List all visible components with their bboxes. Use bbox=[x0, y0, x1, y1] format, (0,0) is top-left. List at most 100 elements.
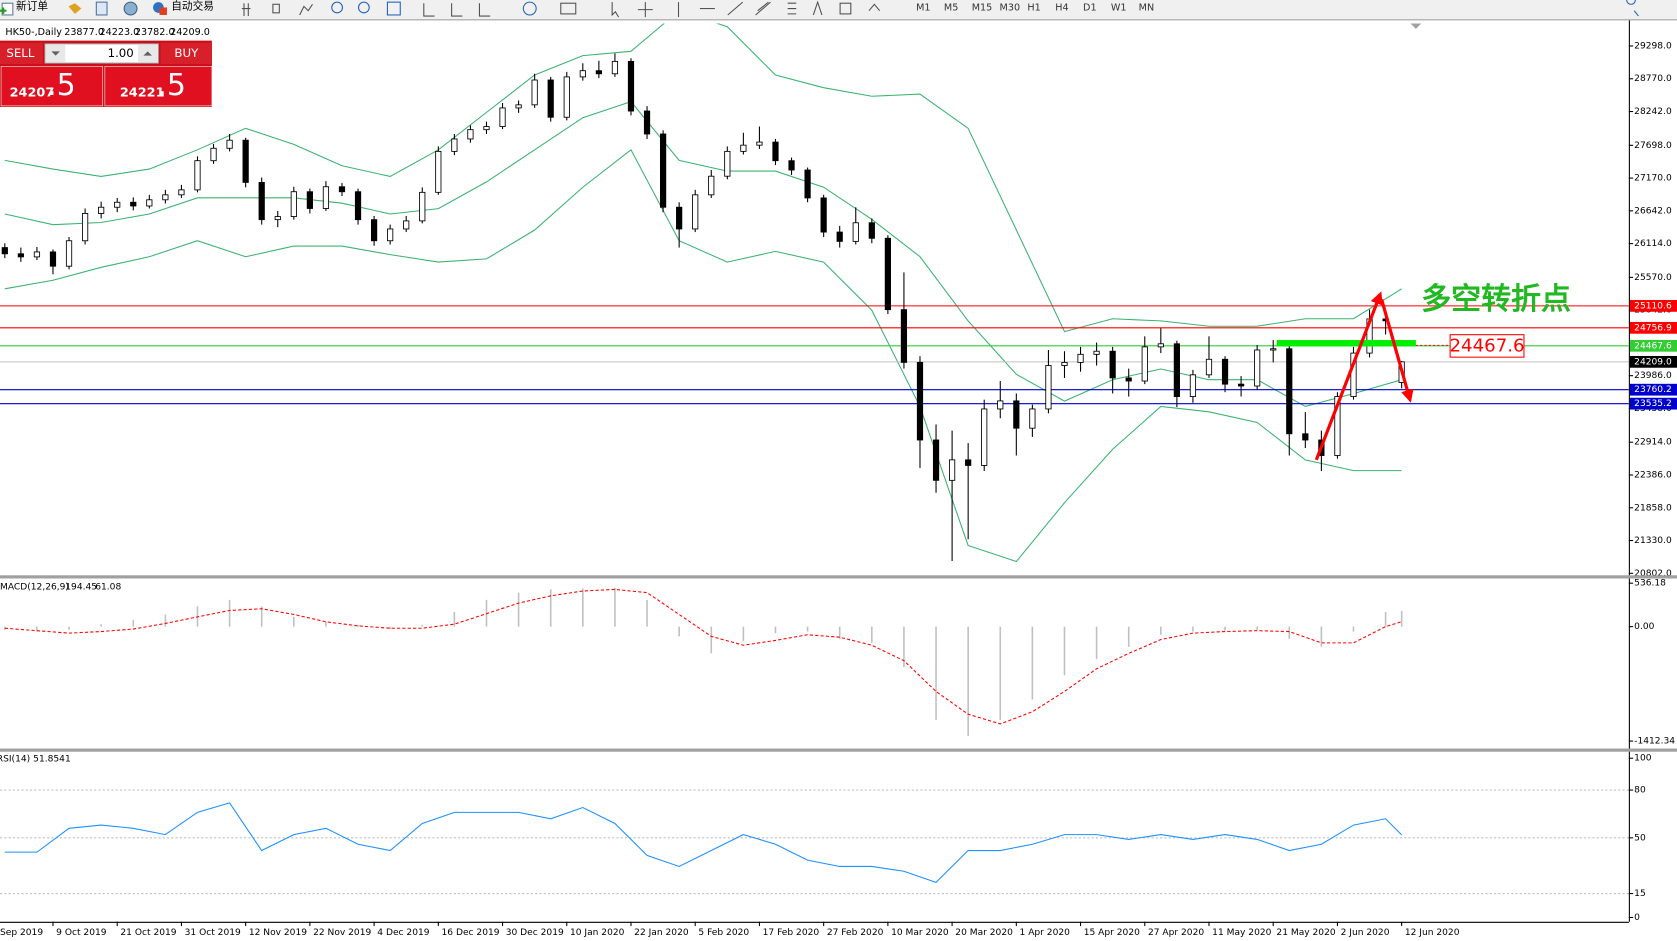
drawn-arrow bbox=[1314, 291, 1383, 461]
level-box bbox=[1629, 300, 1677, 312]
macd-plot bbox=[4, 587, 1403, 737]
timeframe-button[interactable]: MN bbox=[1139, 2, 1154, 13]
timeframe-button[interactable]: H1 bbox=[1027, 2, 1040, 13]
timeframe-button[interactable]: M1 bbox=[916, 2, 930, 13]
icon[interactable] bbox=[478, 3, 491, 17]
candle-body bbox=[997, 400, 1004, 410]
candle-body bbox=[916, 361, 924, 441]
icon[interactable] bbox=[272, 3, 280, 14]
candle-body bbox=[595, 70, 602, 75]
axes: 29298.0 28770.0 28242.0 27698.0 27170.0 26642… bbox=[0, 41, 1677, 938]
icon[interactable] bbox=[299, 3, 313, 16]
icon bbox=[2, 7, 5, 14]
y-tick-label: 27698.0 bbox=[1634, 141, 1672, 151]
timeframe-button[interactable]: D1 bbox=[1083, 2, 1097, 13]
ohlc-label: 23782.0 bbox=[135, 27, 175, 38]
annotation-text: 多空转折点 bbox=[1421, 282, 1571, 317]
auto-trading-button[interactable]: 自动交易 bbox=[153, 0, 214, 15]
y-tick-label: 23986.0 bbox=[1634, 371, 1672, 381]
x-tick-label: 22 Jan 2020 bbox=[634, 928, 689, 938]
candle-body bbox=[1093, 350, 1100, 355]
candle-body bbox=[643, 110, 651, 135]
candle-body bbox=[81, 213, 89, 242]
x-tick-label: 21 Oct 2019 bbox=[120, 928, 176, 938]
candle-body bbox=[33, 251, 41, 258]
new-order-button[interactable]: 新订单 bbox=[0, 0, 48, 16]
candle-body bbox=[354, 191, 362, 221]
icon[interactable] bbox=[331, 1, 343, 14]
candle-body bbox=[836, 231, 843, 242]
y-tick-label: 28770.0 bbox=[1634, 74, 1672, 84]
candle-body bbox=[17, 253, 24, 258]
icon[interactable] bbox=[95, 1, 108, 16]
candle-body bbox=[948, 459, 956, 481]
candle-body bbox=[65, 240, 73, 267]
indicator-title: MACD(12,26,9) bbox=[0, 583, 69, 593]
timeframe-button[interactable]: W1 bbox=[1111, 2, 1127, 13]
symbol-label: HK50-,Daily bbox=[5, 27, 62, 38]
candle-body bbox=[579, 70, 586, 78]
candle-body bbox=[884, 237, 891, 311]
candle-body bbox=[611, 60, 619, 75]
bollinger-band bbox=[4, 23, 1402, 333]
timeframe-button[interactable]: M30 bbox=[1000, 2, 1021, 13]
candle-body bbox=[1173, 343, 1180, 397]
candle-body bbox=[1302, 433, 1309, 441]
icon[interactable] bbox=[68, 3, 82, 14]
candle-body bbox=[338, 186, 346, 193]
icon[interactable] bbox=[560, 2, 577, 15]
icon[interactable] bbox=[839, 2, 852, 15]
ask-price: 24221 bbox=[120, 86, 165, 101]
panel-separator bbox=[0, 748, 1677, 752]
candle-body bbox=[820, 197, 827, 233]
icon[interactable] bbox=[522, 1, 537, 16]
candle-body bbox=[852, 222, 859, 242]
y-tick-label: 15 bbox=[1634, 889, 1646, 899]
y-tick-label: 21858.0 bbox=[1634, 503, 1672, 513]
timeframe-bar: M1 M5 M15 M30 H1 H4 D1 W1 MN bbox=[916, 2, 1154, 13]
sell-price-button[interactable] bbox=[0, 66, 104, 107]
icon[interactable] bbox=[812, 0, 823, 16]
buy-button[interactable] bbox=[160, 42, 212, 65]
x-tick-label: 27 Feb 2020 bbox=[827, 928, 884, 938]
buy-price-button[interactable] bbox=[104, 66, 213, 107]
candle-body bbox=[1189, 374, 1197, 397]
icon[interactable] bbox=[423, 3, 435, 17]
ask-pips: .5 bbox=[157, 68, 186, 103]
candle-body bbox=[146, 199, 153, 207]
candle-body bbox=[1221, 358, 1229, 385]
candle-body bbox=[435, 150, 442, 193]
sell-button[interactable] bbox=[0, 42, 43, 65]
timeframe-button[interactable]: M5 bbox=[944, 2, 958, 13]
timeframe-button[interactable]: H4 bbox=[1055, 2, 1068, 13]
candle-body bbox=[98, 206, 105, 214]
candle-body bbox=[531, 79, 538, 106]
icon[interactable] bbox=[357, 1, 370, 14]
x-tick-label: 15 Apr 2020 bbox=[1084, 928, 1140, 938]
icon[interactable] bbox=[123, 1, 138, 16]
candle-body bbox=[1077, 353, 1084, 363]
candle-body bbox=[724, 150, 731, 177]
candle-body bbox=[49, 251, 57, 267]
lot-value: 1.00 bbox=[108, 46, 134, 60]
icon[interactable] bbox=[386, 1, 401, 16]
rsi-plot bbox=[0, 789, 1629, 895]
icon[interactable] bbox=[1626, 0, 1639, 17]
icon[interactable] bbox=[755, 1, 771, 16]
lot-input[interactable] bbox=[44, 43, 159, 64]
icon[interactable] bbox=[727, 1, 744, 16]
candle-body bbox=[130, 201, 137, 207]
icon[interactable] bbox=[451, 3, 463, 17]
y-tick-label: 22386.0 bbox=[1634, 470, 1672, 480]
icon[interactable] bbox=[241, 3, 251, 17]
icon[interactable] bbox=[868, 3, 881, 12]
candle-body bbox=[676, 206, 683, 230]
candle-body bbox=[1045, 365, 1052, 410]
candle-body bbox=[499, 107, 506, 127]
icon[interactable] bbox=[787, 2, 797, 15]
timeframe-button[interactable]: M15 bbox=[972, 2, 993, 13]
buy-label: BUY bbox=[174, 46, 199, 60]
icon[interactable] bbox=[611, 2, 620, 18]
icon[interactable] bbox=[637, 2, 653, 18]
y-tick-label: 0.00 bbox=[1634, 622, 1654, 632]
